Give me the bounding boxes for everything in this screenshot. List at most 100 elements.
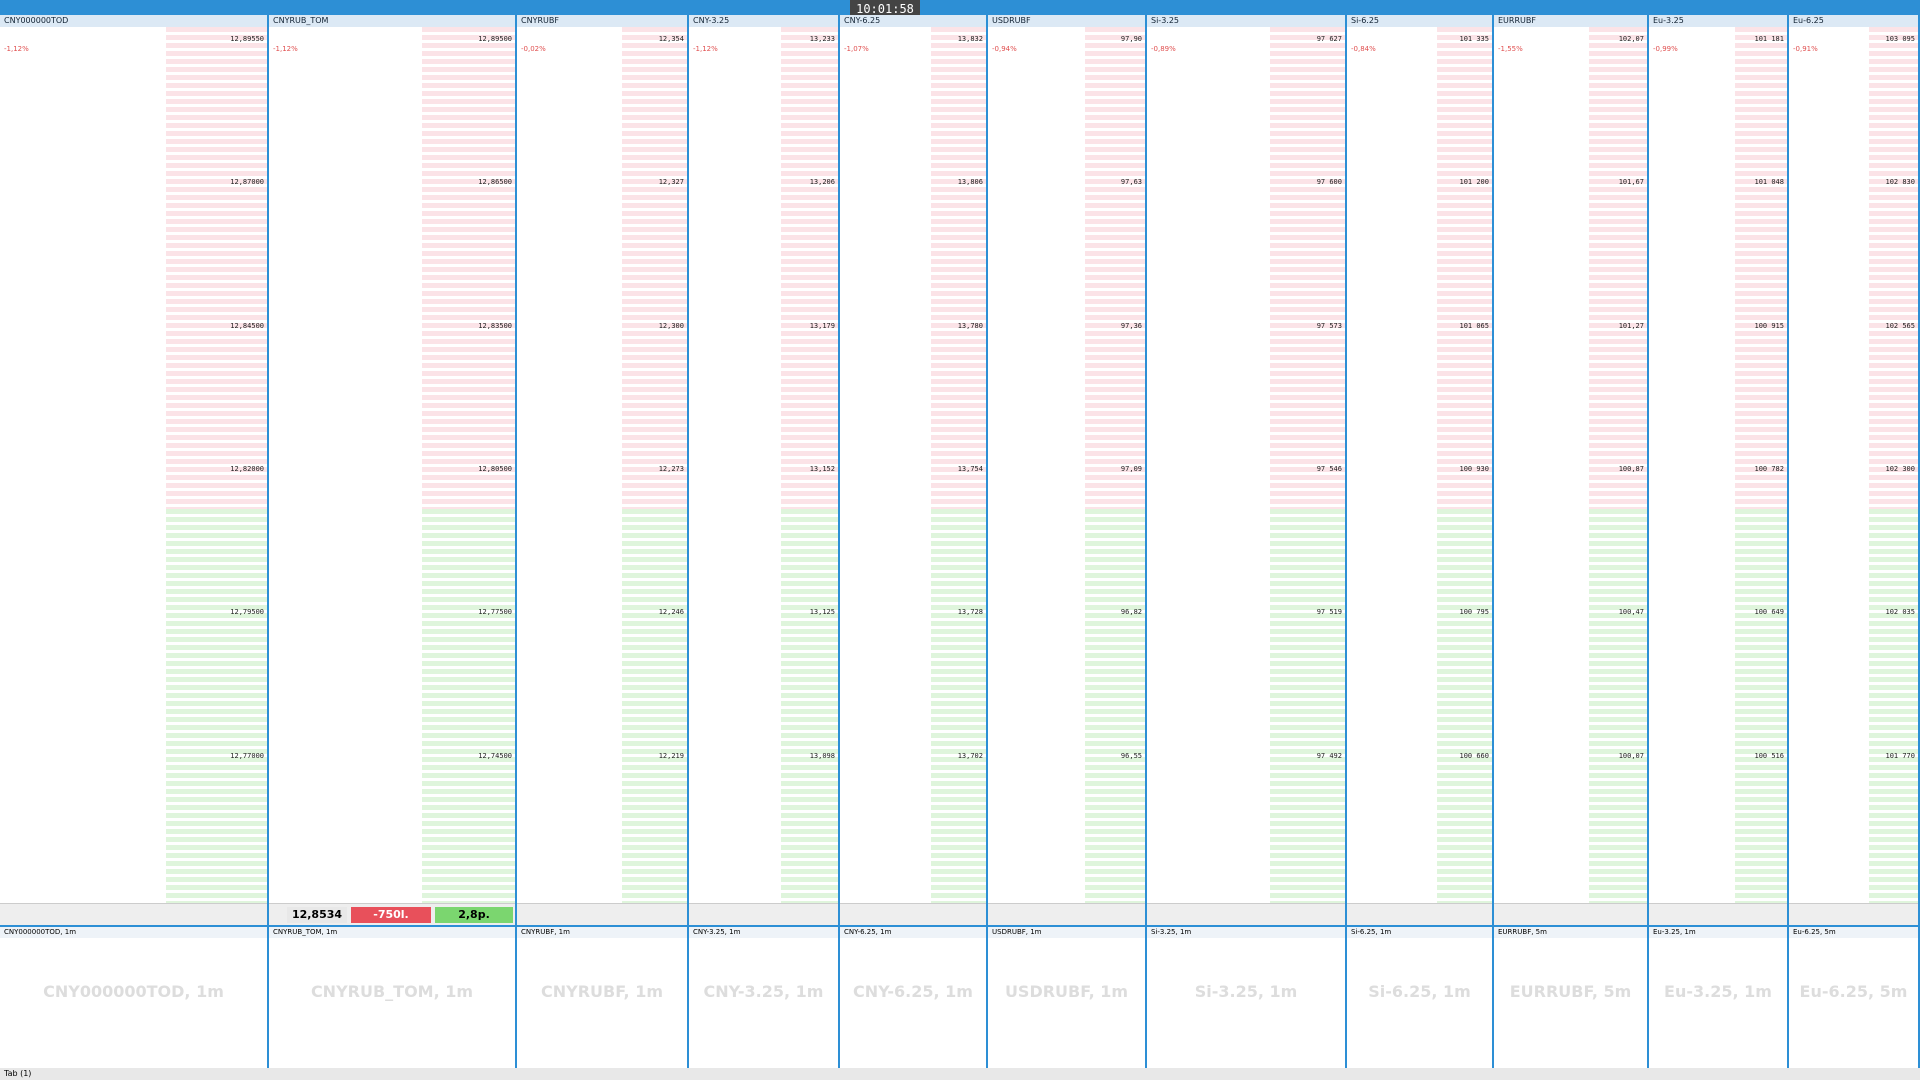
change-label: -0,94%: [992, 45, 1017, 53]
chart-tab[interactable]: CNY000000TOD, 1m: [0, 927, 267, 938]
chart-watermark: Si-3.25, 1m: [1194, 982, 1298, 1001]
price-level: 101 335: [1459, 35, 1489, 43]
last-price: 12,8534: [287, 907, 347, 923]
price-level: 13,728: [957, 608, 983, 617]
price-level: 13,179: [809, 321, 835, 330]
order-book-panel: CNYRUB_TOM -1,12% 12,89500 12,86500 12,83500…: [269, 15, 517, 925]
spread: 2,8p.: [435, 907, 513, 923]
change-label: -1,07%: [844, 45, 869, 53]
price-level: 102,07: [1618, 35, 1644, 43]
bid-zone: [1085, 508, 1145, 903]
price-level: 100 915: [1754, 321, 1784, 330]
chart-tab[interactable]: CNY-3.25, 1m: [689, 927, 838, 938]
price-level: 13,152: [809, 465, 835, 473]
price-ladder: 12,89500 12,86500 12,83500 12,80500 12,77500…: [421, 27, 515, 903]
price-level: 100,87: [1618, 465, 1644, 473]
change-label: -1,12%: [4, 45, 29, 53]
panel-tab[interactable]: EURRUBF: [1494, 15, 1647, 27]
mini-chart: CNY000000TOD, 1m CNY000000TOD, 1m: [0, 925, 269, 1068]
order-book-panel: USDRUBF -0,94% 97,90 97,63 97,36 97,09 96,82 96…: [988, 15, 1147, 925]
price-level: 13,125: [809, 608, 835, 617]
chart-tab[interactable]: CNY-6.25, 1m: [840, 927, 986, 938]
price-level: 12,84500: [230, 321, 264, 330]
price-level: 12,83500: [478, 321, 512, 330]
chart-tab[interactable]: Eu-6.25, 5m: [1789, 927, 1918, 938]
bid-zone: [781, 508, 838, 903]
price-level: 101,27: [1618, 321, 1644, 330]
price-level: 97 573: [1316, 321, 1342, 330]
change-label: -0,91%: [1793, 45, 1818, 53]
chart-tab[interactable]: Eu-3.25, 1m: [1649, 927, 1787, 938]
panel-tab[interactable]: CNY000000TOD: [0, 15, 267, 27]
mini-chart: CNY-3.25, 1m CNY-3.25, 1m: [689, 925, 840, 1068]
price-level: 12,89550: [230, 35, 264, 43]
price-ladder: 12,354 12,327 12,300 12,273 12,246 12,219: [622, 27, 687, 903]
bid-zone: [165, 508, 267, 903]
price-level: 12,354: [658, 35, 684, 43]
panel-tab[interactable]: Si-6.25: [1347, 15, 1492, 27]
price-level: 12,86500: [478, 178, 512, 187]
panel-tab[interactable]: CNYRUB_TOM: [269, 15, 515, 27]
price-level: 13,806: [957, 178, 983, 187]
order-book-panel: CNY-6.25 -1,07% 13,832 13,806 13,780 13,754 13…: [840, 15, 988, 925]
bid-zone: [421, 508, 515, 903]
bid-zone: [622, 508, 687, 903]
price-level: 13,754: [957, 465, 983, 473]
panel-tab[interactable]: USDRUBF: [988, 15, 1145, 27]
chart-tab[interactable]: Si-6.25, 1m: [1347, 927, 1492, 938]
panel-footer: [689, 903, 838, 925]
mini-chart: CNYRUB_TOM, 1m CNYRUB_TOM, 1m: [269, 925, 517, 1068]
panel-footer: [840, 903, 986, 925]
price-level: 97,90: [1120, 35, 1142, 43]
price-level: 12,74500: [478, 751, 512, 760]
chart-tab[interactable]: CNYRUBF, 1m: [517, 927, 687, 938]
price-ladder: 12,89550 12,87000 12,84500 12,82000 12,79500…: [165, 27, 267, 903]
price-level: 97,36: [1120, 321, 1142, 330]
panel-tab[interactable]: Eu-6.25: [1789, 15, 1918, 27]
price-ladder: 101 335 101 200 101 065 100 930 100 795 100 6…: [1436, 27, 1492, 903]
price-level: 12,77500: [478, 608, 512, 617]
chart-tab[interactable]: Si-3.25, 1m: [1147, 927, 1345, 938]
order-book-panel: Si-3.25 -0,89% 97 627 97 600 97 573 97 546 97 …: [1147, 15, 1347, 925]
price-level: 97,09: [1120, 465, 1142, 473]
clock: 10:01:58: [850, 0, 920, 18]
price-level: 100 660: [1459, 751, 1489, 760]
price-level: 97 600: [1316, 178, 1342, 187]
price-level: 100 795: [1459, 608, 1489, 617]
panel-tab[interactable]: CNY-6.25: [840, 15, 986, 27]
price-level: 13,098: [809, 751, 835, 760]
bid-zone: [1436, 508, 1492, 903]
price-level: 100,07: [1618, 751, 1644, 760]
price-level: 97 627: [1316, 35, 1342, 43]
mini-chart: Si-6.25, 1m Si-6.25, 1m: [1347, 925, 1494, 1068]
change-label: -1,12%: [693, 45, 718, 53]
status-bar[interactable]: Tab (1): [0, 1068, 1920, 1080]
price-level: 100,47: [1618, 608, 1644, 617]
chart-tab[interactable]: USDRUBF, 1m: [988, 927, 1145, 938]
panel-footer: [517, 903, 687, 925]
order-book-panel: CNY-3.25 -1,12% 13,233 13,206 13,179 13,152 13…: [689, 15, 840, 925]
price-level: 12,327: [658, 178, 684, 187]
chart-watermark: CNY-3.25, 1m: [703, 982, 824, 1001]
price-level: 13,832: [957, 35, 983, 43]
panel-footer: [0, 903, 267, 925]
chart-tab[interactable]: CNYRUB_TOM, 1m: [269, 927, 515, 938]
panel-tab[interactable]: Eu-3.25: [1649, 15, 1787, 27]
chart-watermark: Si-6.25, 1m: [1368, 982, 1471, 1001]
price-level: 100 930: [1459, 465, 1489, 473]
price-level: 13,780: [957, 321, 983, 330]
bid-zone: [1734, 508, 1787, 903]
panel-footer: 12,8534 -750l. 2,8p.: [269, 903, 515, 925]
change-label: -0,02%: [521, 45, 546, 53]
mini-chart: EURRUBF, 5m EURRUBF, 5m: [1494, 925, 1649, 1068]
panel-tab[interactable]: CNY-3.25: [689, 15, 838, 27]
chart-tab[interactable]: EURRUBF, 5m: [1494, 927, 1647, 938]
panel-tab[interactable]: CNYRUBF: [517, 15, 687, 27]
panel-tab[interactable]: Si-3.25: [1147, 15, 1345, 27]
price-ladder: 97 627 97 600 97 573 97 546 97 519 97 492: [1269, 27, 1345, 903]
price-level: 100 516: [1754, 751, 1784, 760]
panel-footer: [1494, 903, 1647, 925]
chart-watermark: CNYRUB_TOM, 1m: [310, 982, 474, 1001]
price-level: 96,55: [1120, 751, 1142, 760]
